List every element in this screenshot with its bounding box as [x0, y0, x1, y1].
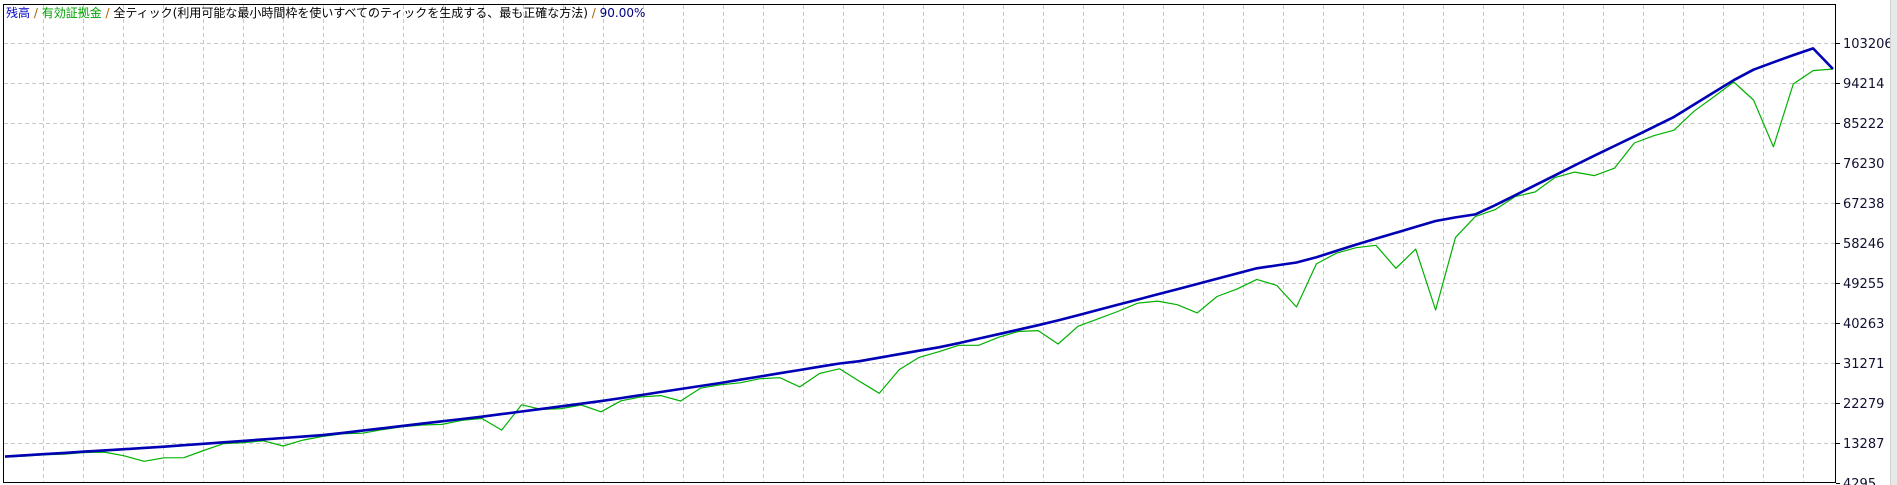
balance-line: [4, 47, 1834, 458]
grid: [4, 5, 1835, 482]
y-tick-label: 22279: [1843, 397, 1884, 412]
y-tick-label: 40263: [1843, 317, 1884, 332]
y-tick-label: 94214: [1843, 77, 1884, 92]
y-tick-label: 13287: [1843, 437, 1884, 452]
chart-header: 残高 / 有効証拠金 / 全ティック(利用可能な最小時間枠を使いすべてのティック…: [6, 4, 645, 21]
series-group: [4, 47, 1834, 462]
y-tick-label: 4295: [1843, 477, 1876, 485]
scrollbar-edge: [1890, 0, 1897, 485]
y-tick-label: 85222: [1843, 117, 1884, 132]
y-tick-label: 67238: [1843, 197, 1884, 212]
separator: /: [30, 6, 42, 20]
y-axis: 103206 94214 85222 76230 67238 58246 49255 4026…: [1836, 37, 1893, 485]
y-tick-label: 103206: [1843, 37, 1893, 52]
separator: /: [587, 6, 600, 20]
y-tick-label: 76230: [1843, 157, 1884, 172]
equity-legend: 有効証拠金: [41, 6, 102, 20]
equity-line: [4, 68, 1834, 462]
balance-legend: 残高: [6, 6, 31, 20]
separator: /: [101, 6, 114, 20]
y-tick-label: 58246: [1843, 237, 1884, 252]
modeling-quality: 90.00%: [599, 6, 646, 20]
y-tick-label: 31271: [1843, 357, 1884, 372]
plot-frame: [3, 4, 1836, 483]
modeling-method: 全ティック(利用可能な最小時間枠を使いすべてのティックを生成する、最も正確な方法…: [113, 6, 588, 20]
y-tick-label: 49255: [1843, 277, 1884, 292]
